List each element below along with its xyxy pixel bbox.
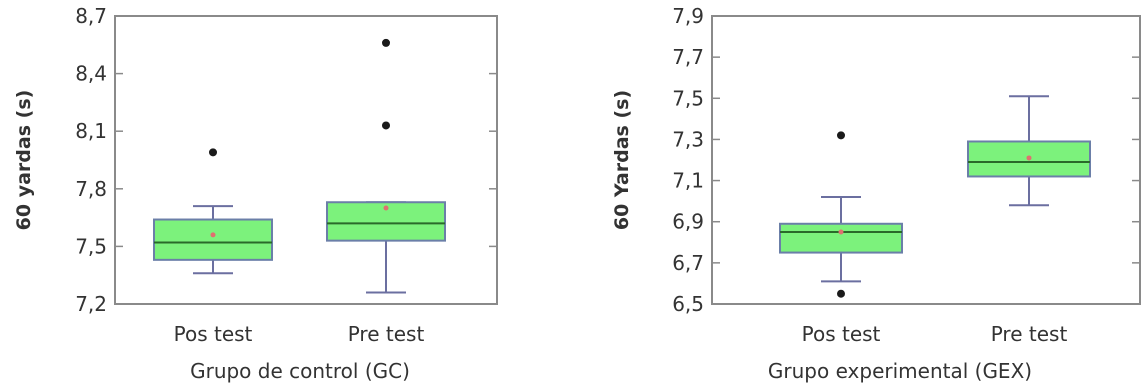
y-tick-label: 7,8 bbox=[75, 177, 107, 201]
box-iqr bbox=[153, 218, 273, 261]
y-tick-label: 6,7 bbox=[672, 251, 704, 275]
y-tick-label: 8,7 bbox=[75, 4, 107, 28]
box-plot-0 bbox=[153, 148, 273, 275]
outlier-point bbox=[209, 148, 217, 157]
y-axis-title: 60 yardas (s) bbox=[13, 90, 35, 231]
chart-control-group: 60 yardas (s) Grupo de control (GC) 7,2 7… bbox=[13, 4, 498, 383]
y-tick-label: 7,7 bbox=[672, 45, 704, 69]
mean-marker bbox=[1026, 155, 1032, 161]
y-tick-label: 6,9 bbox=[672, 210, 704, 234]
mean-marker bbox=[838, 229, 844, 235]
box-plot-1 bbox=[326, 38, 446, 294]
y-tick-label: 7,9 bbox=[672, 4, 704, 28]
box-plot-1 bbox=[967, 95, 1091, 207]
plot-frame bbox=[114, 15, 498, 305]
box-plot-0 bbox=[779, 131, 903, 298]
y-tick-label: 6,5 bbox=[672, 292, 704, 316]
y-tick-label: 7,1 bbox=[672, 169, 704, 193]
y-tick-label: 7,5 bbox=[75, 234, 107, 258]
plot-frame bbox=[711, 15, 1141, 305]
y-tick-label: 8,1 bbox=[75, 119, 107, 143]
x-axis-title: Grupo experimental (GEX) bbox=[768, 359, 1032, 383]
y-axis-title: 60 Yardas (s) bbox=[611, 90, 633, 230]
y-tick-label: 7,2 bbox=[75, 292, 107, 316]
y-tick-label: 7,5 bbox=[672, 86, 704, 110]
outlier-point bbox=[837, 131, 845, 140]
y-tick-label: 7,3 bbox=[672, 127, 704, 151]
x-tick-label: Pre test bbox=[991, 322, 1068, 346]
x-tick-label: Pos test bbox=[802, 322, 881, 346]
outlier-point bbox=[382, 38, 390, 47]
x-tick-label: Pre test bbox=[348, 322, 425, 346]
y-tick-label: 8,4 bbox=[75, 62, 107, 86]
x-tick-label: Pos test bbox=[174, 322, 253, 346]
outlier-point bbox=[382, 121, 390, 130]
box-iqr bbox=[326, 201, 446, 242]
chart-experimental-group: 60 Yardas (s) Grupo experimental (GEX) 6… bbox=[611, 4, 1141, 383]
mean-marker bbox=[383, 205, 389, 211]
outlier-point bbox=[837, 289, 845, 298]
box-iqr bbox=[779, 222, 903, 254]
mean-marker bbox=[210, 232, 216, 238]
x-axis-title: Grupo de control (GC) bbox=[190, 359, 410, 383]
